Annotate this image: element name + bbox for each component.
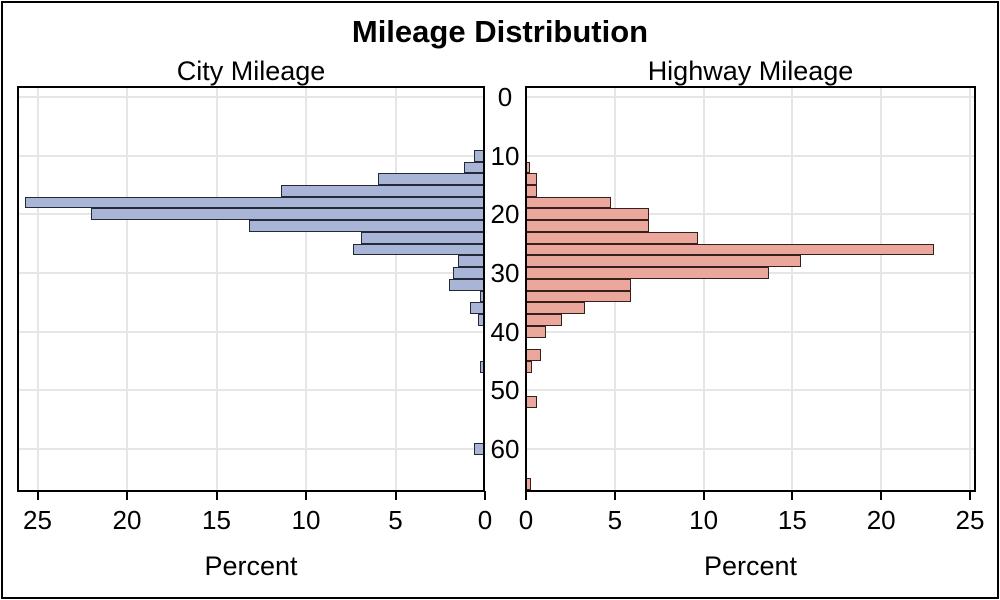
x-tick-label: 0 (477, 505, 493, 535)
x-axis-tick (394, 491, 397, 500)
vertical-gridline (215, 88, 218, 490)
x-tick-label: 0 (518, 505, 534, 535)
vertical-gridline (880, 88, 883, 490)
horizontal-gridline (19, 389, 483, 392)
highway-panel-title: Highway Mileage (647, 56, 854, 86)
x-axis-tick (126, 491, 128, 500)
x-axis-tick (791, 491, 794, 500)
horizontal-gridline (527, 96, 974, 98)
x-axis-tick (305, 491, 307, 500)
horizontal-gridline (527, 213, 974, 216)
y-tick-label: 10 (490, 140, 520, 171)
vertical-gridline (126, 88, 128, 490)
x-tick-label: 5 (388, 505, 403, 535)
horizontal-gridline (527, 448, 974, 450)
x-axis-tick (215, 491, 218, 500)
x-tick-label: 15 (202, 505, 231, 535)
vertical-gridline (791, 88, 794, 490)
x-axis-tick (613, 491, 616, 500)
horizontal-gridline (19, 272, 483, 274)
x-axis-tick (36, 491, 39, 500)
x-tick-label: 10 (689, 505, 719, 535)
horizontal-gridline (19, 448, 483, 450)
vertical-gridline (305, 88, 307, 490)
x-tick-label: 10 (291, 505, 321, 535)
x-tick-label: 20 (112, 505, 142, 535)
x-tick-label: 25 (955, 505, 985, 535)
vertical-gridline (394, 88, 397, 490)
x-axis-tick (484, 491, 486, 500)
x-axis-tick (880, 491, 883, 500)
city-x-axis-label: Percent (204, 551, 298, 581)
x-tick-label: 20 (866, 505, 896, 535)
x-tick-label: 15 (777, 505, 807, 535)
horizontal-gridline (19, 96, 483, 98)
horizontal-gridline (19, 330, 483, 333)
y-tick-label: 40 (490, 316, 520, 347)
vertical-gridline (36, 88, 39, 490)
horizontal-gridline (527, 154, 974, 157)
y-tick-label: 60 (490, 434, 520, 464)
y-tick-label: 30 (490, 258, 520, 288)
x-axis-tick (525, 491, 527, 500)
highway-plot-frame (525, 86, 976, 492)
y-tick-label: 50 (490, 375, 520, 406)
y-tick-label: 20 (490, 199, 520, 230)
x-tick-label: 5 (607, 505, 623, 535)
x-tick-label: 25 (23, 505, 52, 535)
city-panel-title: City Mileage (176, 56, 326, 86)
y-tick-label: 0 (497, 82, 513, 112)
vertical-gridline (969, 88, 971, 490)
horizontal-gridline (527, 330, 974, 333)
horizontal-gridline (527, 389, 974, 392)
x-axis-tick (969, 491, 971, 500)
chart-title: Mileage Distribution (351, 14, 649, 49)
vertical-gridline (702, 88, 705, 490)
x-axis-tick (702, 491, 705, 500)
highway-x-axis-label: Percent (703, 551, 798, 581)
city-plot-frame (17, 86, 485, 492)
horizontal-gridline (19, 154, 483, 157)
